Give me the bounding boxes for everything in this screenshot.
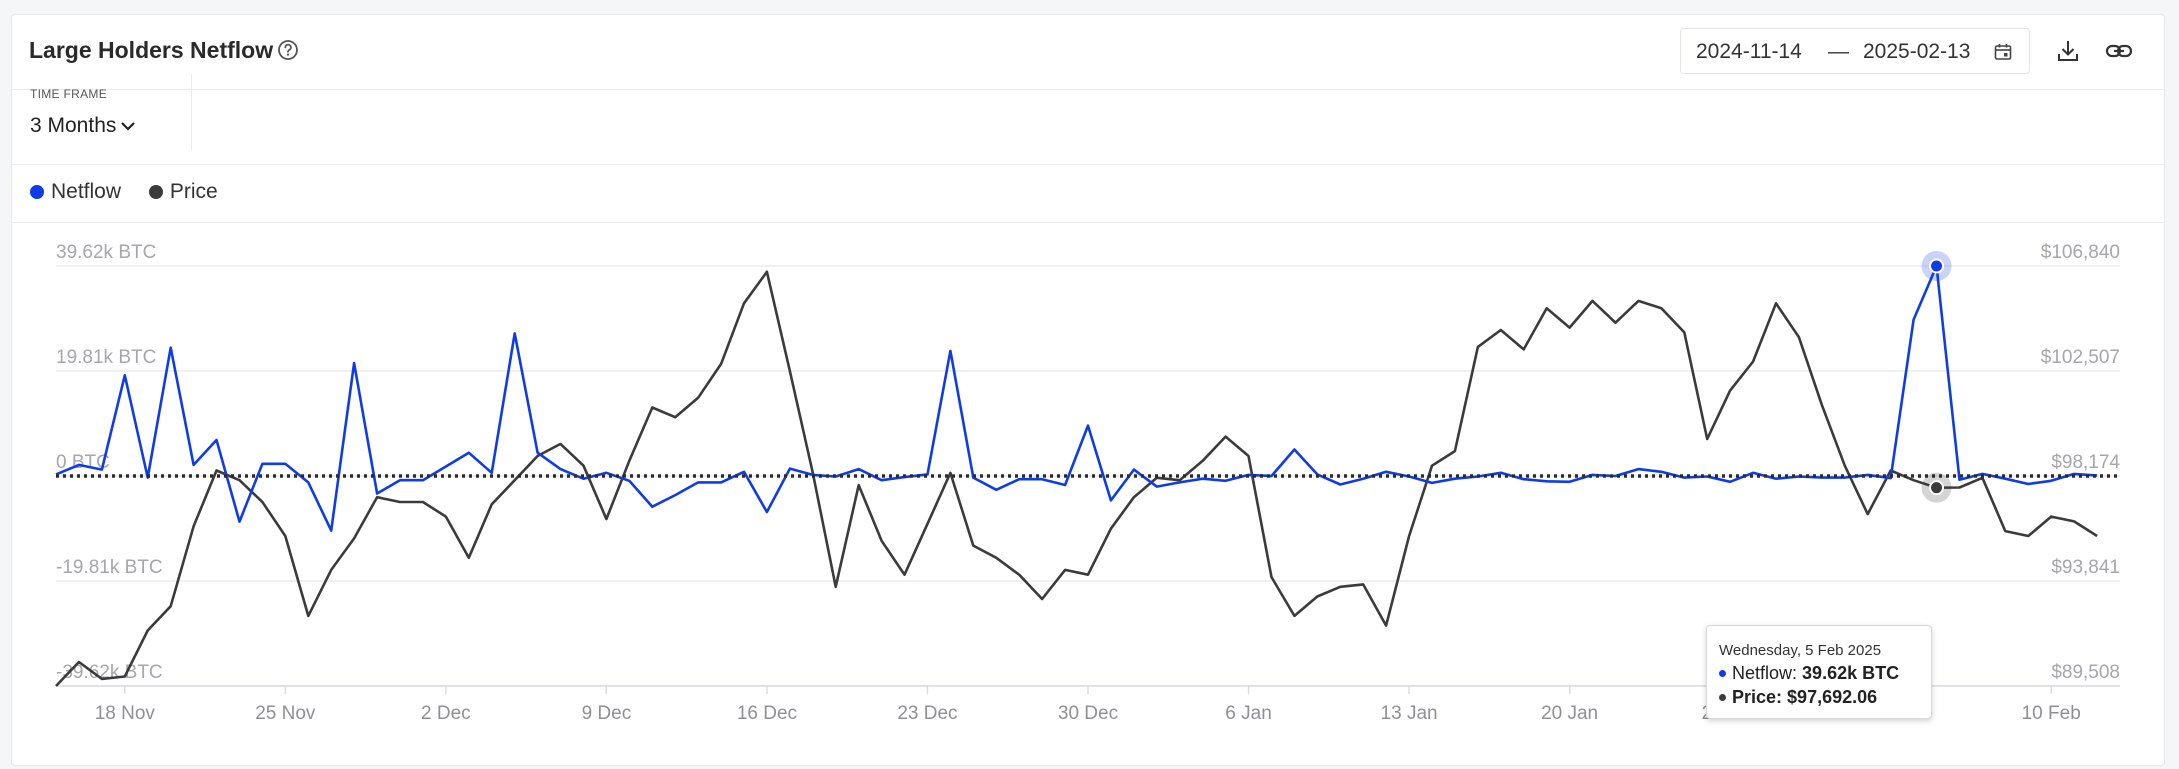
y-left-tick-label: 39.62k BTC xyxy=(56,242,156,263)
series-line-price xyxy=(55,270,2098,687)
x-tick-label: 10 Feb xyxy=(2022,703,2081,724)
card-header: Large Holders Netflow 2024-11-14 — 2025-… xyxy=(12,15,2164,90)
tooltip-price-dot xyxy=(1719,694,1726,701)
legend-label-netflow: Netflow xyxy=(51,180,122,203)
legend-item-netflow[interactable]: Netflow xyxy=(30,180,121,204)
legend-swatch-netflow xyxy=(30,185,44,199)
x-tick-label: 18 Nov xyxy=(95,703,156,724)
x-tick-label: 13 Jan xyxy=(1381,703,1438,724)
series-line-netflow xyxy=(55,264,2098,532)
x-tick-label: 9 Dec xyxy=(582,703,632,724)
chart-tooltip: Wednesday, 5 Feb 2025 Netflow: 39.62k BT… xyxy=(1706,625,1932,719)
y-right-tick-label: $93,841 xyxy=(2051,557,2120,578)
help-icon[interactable] xyxy=(277,39,299,61)
tooltip-netflow-value: 39.62k BTC xyxy=(1802,663,1900,683)
legend-swatch-price xyxy=(148,185,163,199)
timeframe-value: 3 Months xyxy=(30,114,117,137)
y-right-tick-label: $89,508 xyxy=(2051,662,2120,683)
netflow-card: Large Holders Netflow 2024-11-14 — 2025-… xyxy=(11,14,2165,766)
tooltip-netflow-dot xyxy=(1719,670,1726,677)
link-icon[interactable] xyxy=(2104,37,2134,65)
x-tick-label: 30 Dec xyxy=(1058,703,1118,724)
tooltip-date: Wednesday, 5 Feb 2025 xyxy=(1719,642,1882,659)
y-left-tick-label: -19.81k BTC xyxy=(56,557,163,578)
highlight-point-price xyxy=(1929,480,1945,496)
download-icon[interactable] xyxy=(2054,37,2082,65)
tooltip-price-label: Price: xyxy=(1732,687,1783,707)
x-tick-label: 16 Dec xyxy=(737,703,797,724)
calendar-icon[interactable] xyxy=(1993,42,2013,62)
y-left-tick-label: -39.62k BTC xyxy=(56,662,163,683)
timeframe-select[interactable]: 3 Months xyxy=(30,114,136,138)
y-right-tick-label: $98,174 xyxy=(2051,452,2120,473)
x-tick-label: 20 Jan xyxy=(1541,703,1598,724)
date-start[interactable]: 2024-11-14 xyxy=(1696,40,1802,63)
date-separator: — xyxy=(1828,40,1849,63)
divider xyxy=(11,164,2165,165)
tooltip-price: Price: $97,692.06 xyxy=(1719,687,1877,708)
timeframe-panel xyxy=(11,74,192,151)
y-right-tick-label: $106,840 xyxy=(2041,242,2120,263)
x-tick-label: 23 Dec xyxy=(897,703,957,724)
divider xyxy=(11,222,2165,223)
legend: Netflow Price xyxy=(30,180,240,204)
chevron-down-icon xyxy=(121,122,136,132)
tooltip-price-value: $97,692.06 xyxy=(1787,687,1878,707)
timeframe-label: TIME FRAME xyxy=(30,87,107,101)
date-range-picker[interactable]: 2024-11-14 — 2025-02-13 xyxy=(1680,28,2030,74)
y-right-tick-label: $102,507 xyxy=(2041,347,2120,368)
date-end[interactable]: 2025-02-13 xyxy=(1863,40,1971,63)
tooltip-netflow: Netflow: 39.62k BTC xyxy=(1719,663,1899,684)
tooltip-netflow-label: Netflow: xyxy=(1732,663,1798,683)
highlight-point-netflow xyxy=(1929,258,1945,274)
x-tick-label: 2 Dec xyxy=(421,703,471,724)
x-tick-label: 25 Nov xyxy=(255,703,316,724)
legend-label-price: Price xyxy=(169,180,218,203)
x-tick-label: 6 Jan xyxy=(1225,703,1271,724)
legend-item-price[interactable]: Price xyxy=(148,180,218,204)
y-left-tick-label: 19.81k BTC xyxy=(56,347,156,368)
page-title: Large Holders Netflow xyxy=(29,37,274,63)
